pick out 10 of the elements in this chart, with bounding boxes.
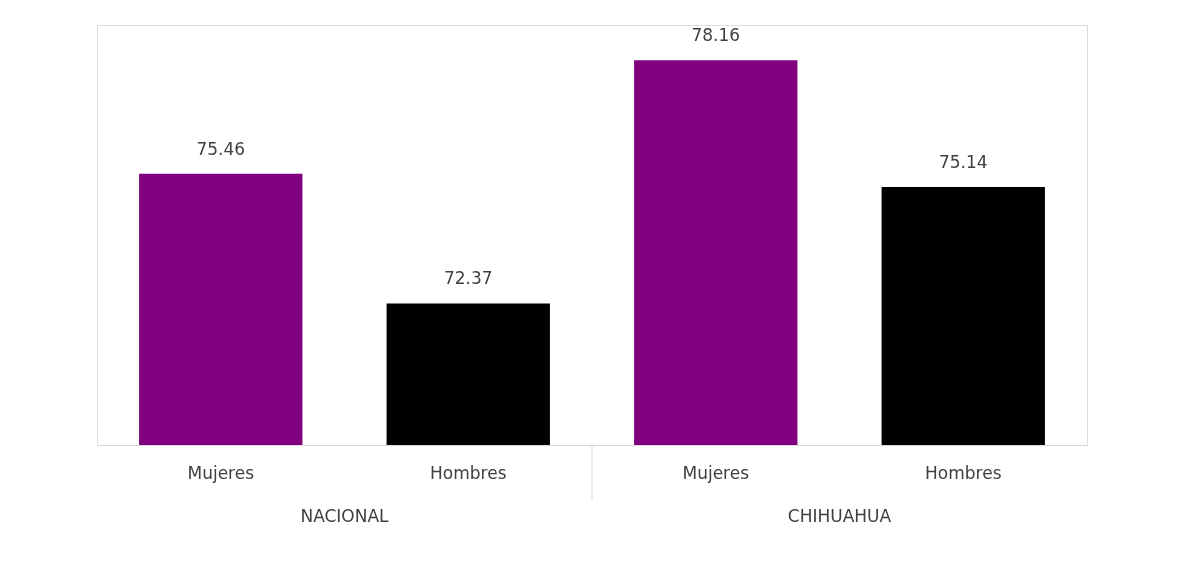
data-label: 72.37	[443, 268, 493, 289]
text: NACIONAL	[300, 506, 390, 526]
data-label: 75.46	[196, 138, 246, 159]
x-tick-label: Mujeres	[187, 462, 255, 483]
data-label: 75.14	[938, 152, 988, 173]
x-tick-label: Hombres	[925, 462, 1002, 483]
x-tick-label: Hombres	[430, 462, 507, 483]
data-label: 78.16	[691, 25, 741, 46]
x-tick-label: Mujeres	[682, 462, 750, 483]
text: CHIHUAHUA	[787, 506, 892, 526]
